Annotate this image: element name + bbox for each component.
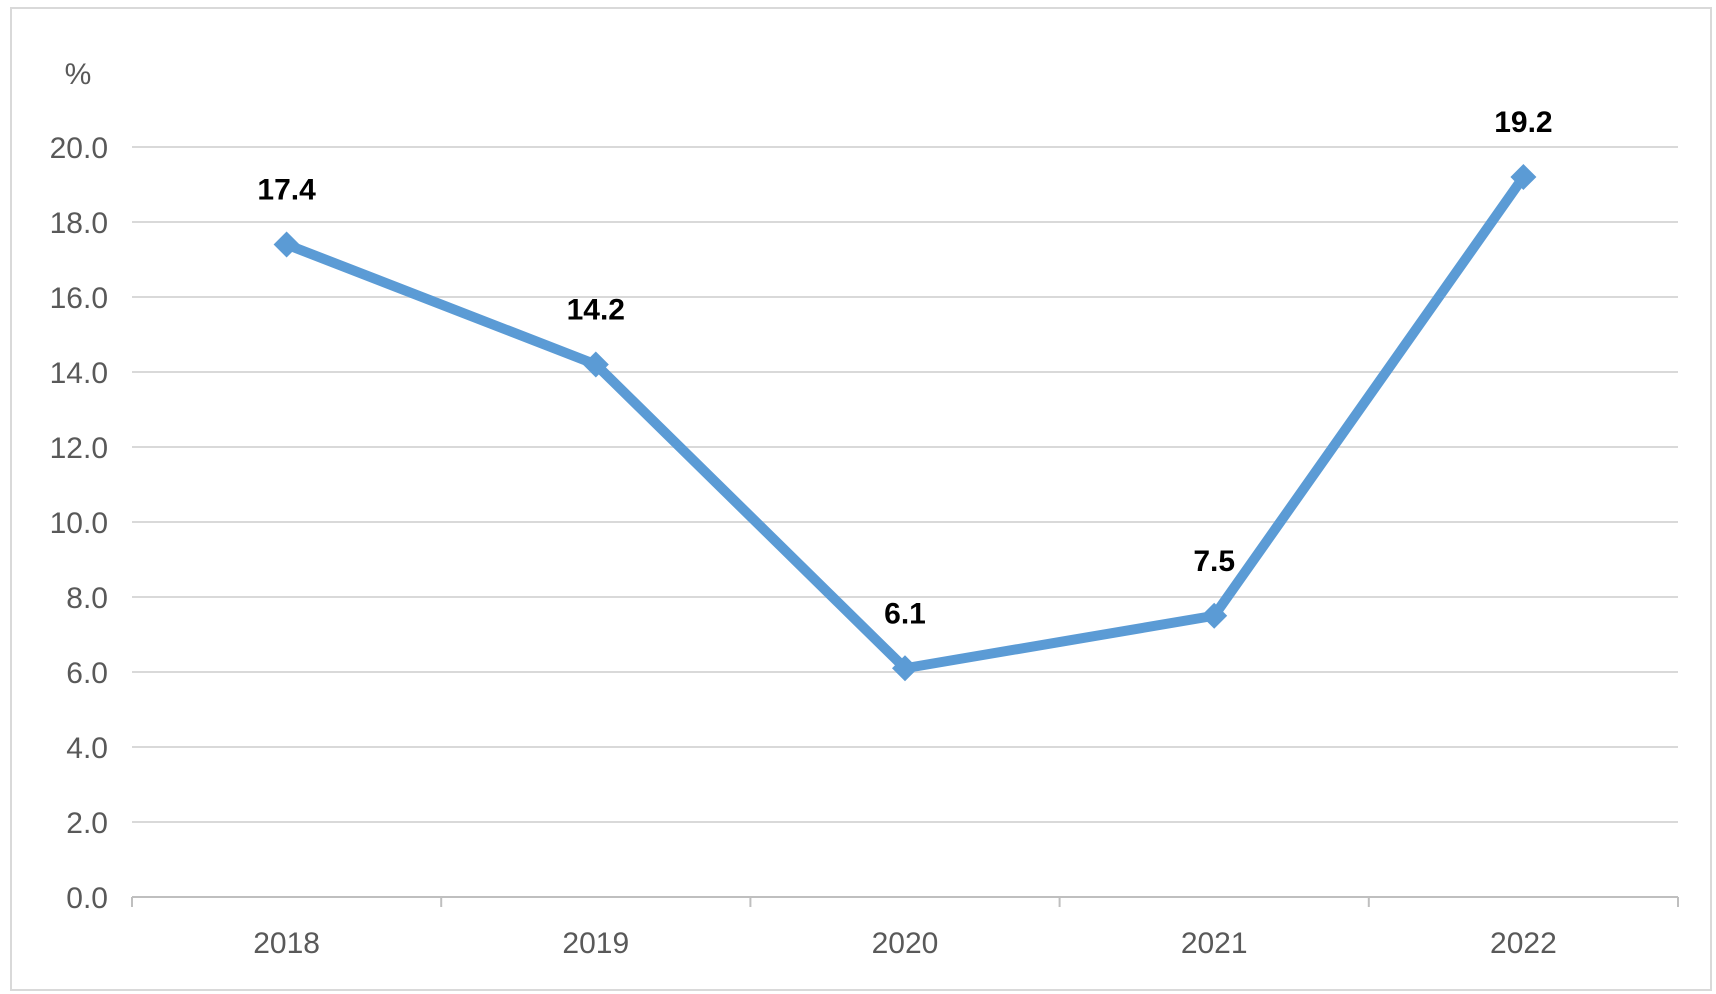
y-tick-label: 20.0 (50, 132, 108, 165)
data-point-marker (582, 351, 609, 378)
y-tick-label: 2.0 (66, 807, 108, 840)
y-tick-label: 6.0 (66, 657, 108, 690)
x-tick-label: 2018 (253, 927, 320, 960)
data-point-marker (892, 655, 918, 682)
y-axis-unit-label: % (65, 58, 92, 91)
y-tick-label: 12.0 (50, 432, 108, 465)
gridlines (132, 146, 1678, 823)
chart-border (10, 7, 1712, 991)
y-tick-label: 4.0 (66, 732, 108, 765)
data-point-marker (1201, 602, 1228, 629)
x-axis-tick-labels: 2018 2019 2020 2021 2022 (253, 927, 1557, 960)
y-tick-label: 14.0 (50, 357, 108, 390)
y-axis-tick-labels: 0.0 2.0 4.0 6.0 8.0 10.0 12.0 14.0 16.0 18.0 20.0 (50, 132, 108, 915)
y-tick-label: 16.0 (50, 282, 108, 315)
y-tick-label: 18.0 (50, 207, 108, 240)
data-label: 14.2 (567, 294, 625, 327)
x-tick-label: 2021 (1181, 927, 1248, 960)
x-axis (131, 896, 1679, 907)
data-label: 19.2 (1494, 106, 1552, 139)
x-tick-label: 2020 (872, 927, 939, 960)
data-label: 17.4 (257, 174, 316, 207)
data-point-marker (1510, 164, 1537, 190)
y-tick-label: 8.0 (66, 582, 108, 615)
data-labels: 17.4 14.2 6.1 7.5 19.2 (257, 106, 1552, 630)
x-tick-label: 2022 (1490, 927, 1557, 960)
y-tick-label: 10.0 (50, 507, 108, 540)
y-tick-label: 0.0 (66, 882, 108, 915)
data-label: 7.5 (1193, 545, 1235, 578)
data-series (273, 164, 1537, 682)
x-tick-label: 2019 (562, 927, 629, 960)
data-point-marker (273, 231, 300, 258)
data-label: 6.1 (884, 597, 926, 630)
